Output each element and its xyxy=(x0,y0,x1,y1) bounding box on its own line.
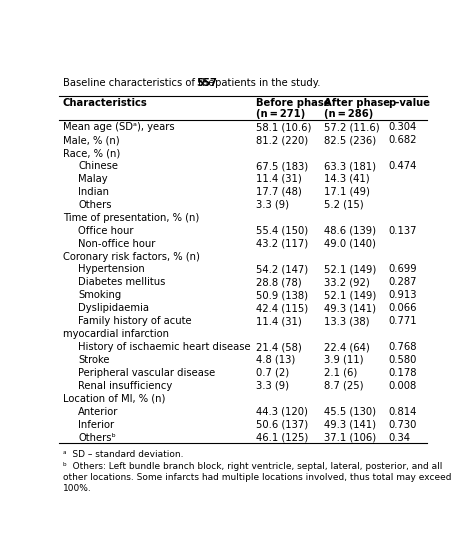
Text: Coronary risk factors, % (n): Coronary risk factors, % (n) xyxy=(63,252,200,262)
Text: 0.066: 0.066 xyxy=(388,303,417,313)
Text: 82.5 (236): 82.5 (236) xyxy=(324,135,376,145)
Text: patients in the study.: patients in the study. xyxy=(212,78,321,88)
Text: Time of presentation, % (n): Time of presentation, % (n) xyxy=(63,213,199,223)
Text: 28.8 (78): 28.8 (78) xyxy=(256,277,301,287)
Text: 0.580: 0.580 xyxy=(388,355,416,365)
Text: 81.2 (220): 81.2 (220) xyxy=(256,135,308,145)
Text: Indian: Indian xyxy=(78,187,109,197)
Text: Family history of acute: Family history of acute xyxy=(78,316,192,326)
Text: History of ischaemic heart disease: History of ischaemic heart disease xyxy=(78,342,251,352)
Text: (n = 286): (n = 286) xyxy=(324,109,373,119)
Text: Non-office hour: Non-office hour xyxy=(78,239,156,248)
Text: 52.1 (149): 52.1 (149) xyxy=(324,290,376,300)
Text: 63.3 (181): 63.3 (181) xyxy=(324,161,376,171)
Text: 3.9 (11): 3.9 (11) xyxy=(324,355,363,365)
Text: 8.7 (25): 8.7 (25) xyxy=(324,381,363,391)
Text: 0.178: 0.178 xyxy=(388,368,417,378)
Text: p-value: p-value xyxy=(388,98,430,108)
Text: 33.2 (92): 33.2 (92) xyxy=(324,277,370,287)
Text: 46.1 (125): 46.1 (125) xyxy=(256,432,308,442)
Text: (n = 271): (n = 271) xyxy=(256,109,305,119)
Text: Characteristics: Characteristics xyxy=(63,98,148,108)
Text: ᵃ  SD – standard deviation.: ᵃ SD – standard deviation. xyxy=(63,450,183,459)
Text: Stroke: Stroke xyxy=(78,355,110,365)
Text: 0.474: 0.474 xyxy=(388,161,416,171)
Text: 45.5 (130): 45.5 (130) xyxy=(324,407,376,417)
Text: 2.1 (6): 2.1 (6) xyxy=(324,368,357,378)
Text: 49.3 (141): 49.3 (141) xyxy=(324,303,376,313)
Text: Inferior: Inferior xyxy=(78,419,115,430)
Text: 21.4 (58): 21.4 (58) xyxy=(256,342,301,352)
Text: 0.34: 0.34 xyxy=(388,432,410,442)
Text: Baseline characteristics of the: Baseline characteristics of the xyxy=(63,78,218,88)
Text: 0.137: 0.137 xyxy=(388,225,417,236)
Text: 55.4 (150): 55.4 (150) xyxy=(256,225,308,236)
Text: Location of MI, % (n): Location of MI, % (n) xyxy=(63,394,165,403)
Text: 0.7 (2): 0.7 (2) xyxy=(256,368,289,378)
Text: 37.1 (106): 37.1 (106) xyxy=(324,432,376,442)
Text: 100%.: 100%. xyxy=(63,484,91,494)
Text: 43.2 (117): 43.2 (117) xyxy=(256,239,308,248)
Text: Malay: Malay xyxy=(78,174,108,184)
Text: Chinese: Chinese xyxy=(78,161,118,171)
Text: 52.1 (149): 52.1 (149) xyxy=(324,264,376,274)
Text: 0.682: 0.682 xyxy=(388,135,417,145)
Text: 17.1 (49): 17.1 (49) xyxy=(324,187,370,197)
Text: Diabetes mellitus: Diabetes mellitus xyxy=(78,277,166,287)
Text: 11.4 (31): 11.4 (31) xyxy=(256,316,301,326)
Text: 0.008: 0.008 xyxy=(388,381,416,391)
Text: 0.768: 0.768 xyxy=(388,342,417,352)
Text: Others: Others xyxy=(78,200,112,210)
Text: 0.287: 0.287 xyxy=(388,277,417,287)
Text: 49.0 (140): 49.0 (140) xyxy=(324,239,375,248)
Text: 13.3 (38): 13.3 (38) xyxy=(324,316,369,326)
Text: ᵇ  Others: Left bundle branch block, right ventricle, septal, lateral, posterior: ᵇ Others: Left bundle branch block, righ… xyxy=(63,462,442,471)
Text: 0.913: 0.913 xyxy=(388,290,417,300)
Text: 49.3 (141): 49.3 (141) xyxy=(324,419,376,430)
Text: 48.6 (139): 48.6 (139) xyxy=(324,225,376,236)
Text: 14.3 (41): 14.3 (41) xyxy=(324,174,369,184)
Text: 22.4 (64): 22.4 (64) xyxy=(324,342,370,352)
Text: 0.304: 0.304 xyxy=(388,122,416,132)
Text: Mean age (SDᵃ), years: Mean age (SDᵃ), years xyxy=(63,122,174,132)
Text: Male, % (n): Male, % (n) xyxy=(63,135,119,145)
Text: 50.9 (138): 50.9 (138) xyxy=(256,290,308,300)
Text: 17.7 (48): 17.7 (48) xyxy=(256,187,301,197)
Text: 0.699: 0.699 xyxy=(388,264,417,274)
Text: Before phase: Before phase xyxy=(256,98,330,108)
Text: Renal insufficiency: Renal insufficiency xyxy=(78,381,173,391)
Text: myocardial infarction: myocardial infarction xyxy=(63,329,169,339)
Text: 3.3 (9): 3.3 (9) xyxy=(256,381,289,391)
Text: 0.730: 0.730 xyxy=(388,419,416,430)
Text: 57.2 (11.6): 57.2 (11.6) xyxy=(324,122,379,132)
Text: 0.814: 0.814 xyxy=(388,407,416,417)
Text: 557: 557 xyxy=(196,78,217,88)
Text: 50.6 (137): 50.6 (137) xyxy=(256,419,308,430)
Text: Peripheral vascular disease: Peripheral vascular disease xyxy=(78,368,216,378)
Text: Othersᵇ: Othersᵇ xyxy=(78,432,116,442)
Text: Hypertension: Hypertension xyxy=(78,264,145,274)
Text: Dyslipidaemia: Dyslipidaemia xyxy=(78,303,149,313)
Text: After phase: After phase xyxy=(324,98,390,108)
Text: Race, % (n): Race, % (n) xyxy=(63,148,120,158)
Text: 4.8 (13): 4.8 (13) xyxy=(256,355,295,365)
Text: 58.1 (10.6): 58.1 (10.6) xyxy=(256,122,311,132)
Text: 42.4 (115): 42.4 (115) xyxy=(256,303,308,313)
Text: 5.2 (15): 5.2 (15) xyxy=(324,200,364,210)
Text: 54.2 (147): 54.2 (147) xyxy=(256,264,308,274)
Text: 44.3 (120): 44.3 (120) xyxy=(256,407,308,417)
Text: Office hour: Office hour xyxy=(78,225,134,236)
Text: 3.3 (9): 3.3 (9) xyxy=(256,200,289,210)
Text: other locations. Some infarcts had multiple locations involved, thus total may e: other locations. Some infarcts had multi… xyxy=(63,473,451,482)
Text: Smoking: Smoking xyxy=(78,290,122,300)
Text: 11.4 (31): 11.4 (31) xyxy=(256,174,301,184)
Text: 0.771: 0.771 xyxy=(388,316,417,326)
Text: 67.5 (183): 67.5 (183) xyxy=(256,161,308,171)
Text: Anterior: Anterior xyxy=(78,407,118,417)
